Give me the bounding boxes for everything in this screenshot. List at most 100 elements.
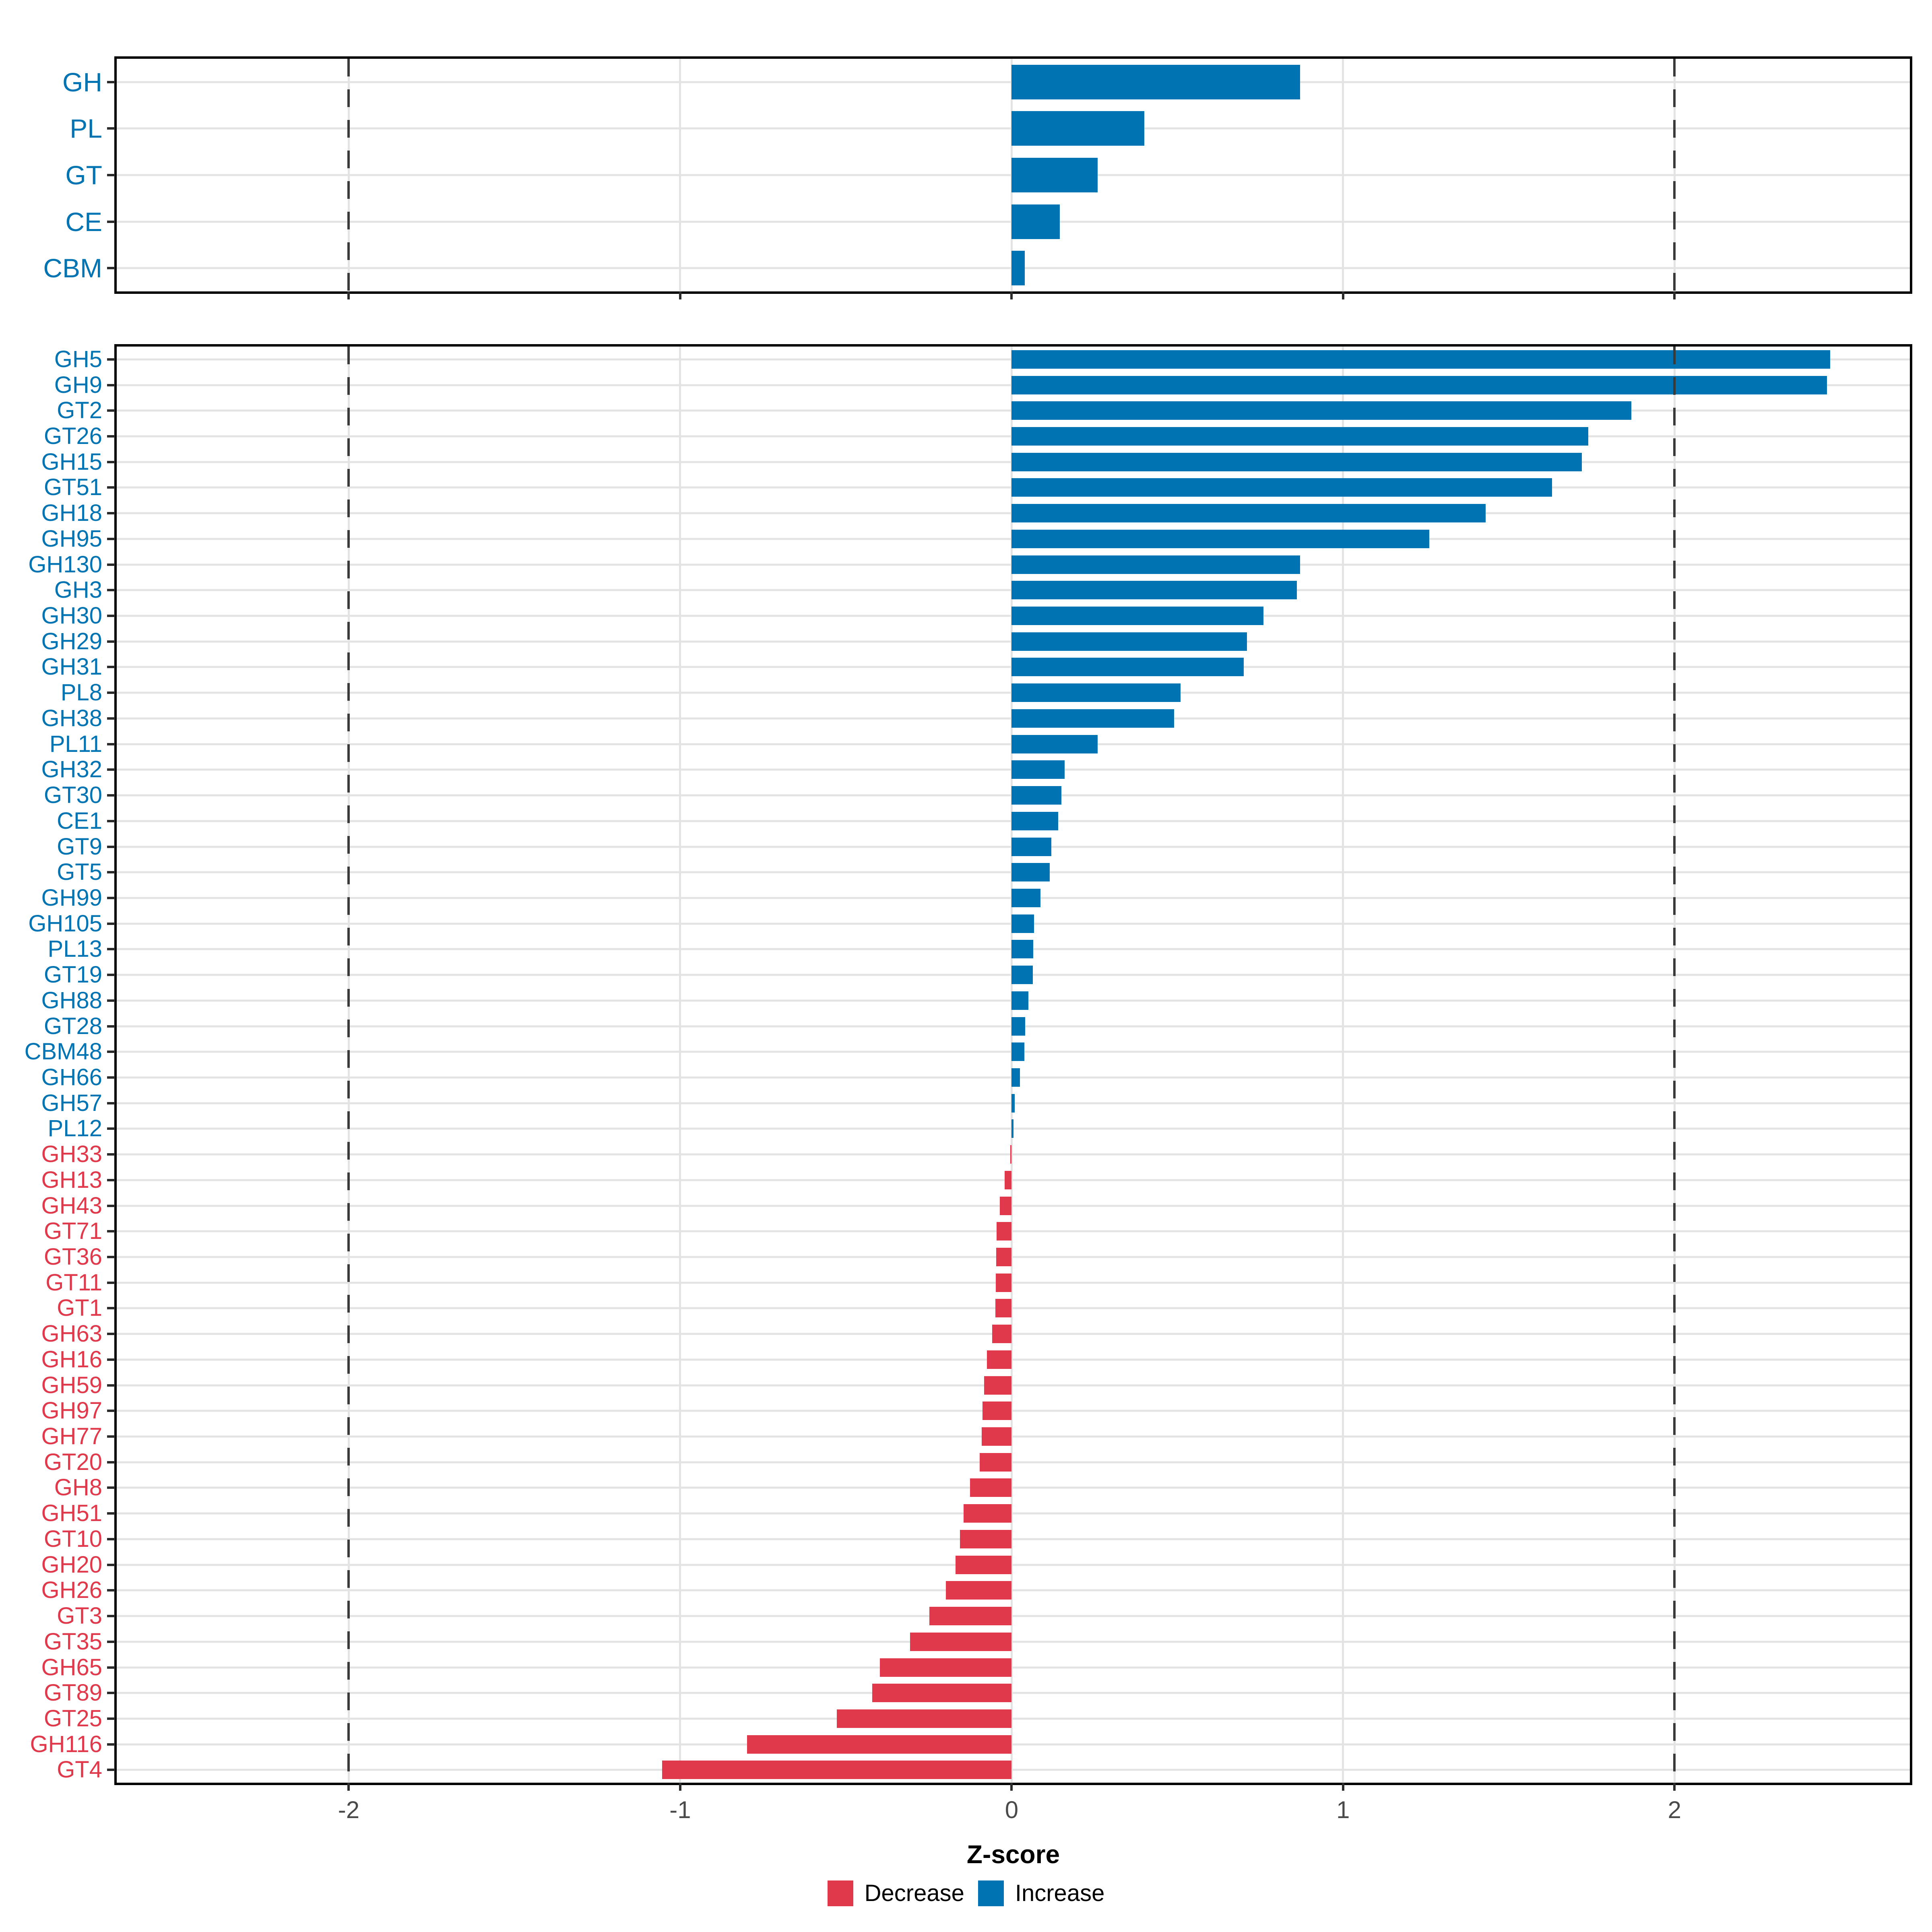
- category-label: CE1: [57, 807, 102, 834]
- bar-row: GT10: [44, 1526, 1910, 1552]
- category-label: GH97: [41, 1397, 102, 1424]
- y-axis-tick: [107, 1692, 115, 1695]
- bar-row: GH88: [41, 988, 1910, 1013]
- category-label: GT2: [57, 397, 102, 424]
- category-label: GH66: [41, 1064, 102, 1090]
- bar-row: GH116: [30, 1732, 1910, 1757]
- legend-label: Increase: [1015, 1880, 1105, 1906]
- bar: [929, 1607, 1012, 1626]
- bar: [1011, 555, 1300, 574]
- y-axis-tick: [107, 1051, 115, 1053]
- category-label: GT9: [57, 833, 102, 860]
- y-axis-tick: [107, 1589, 115, 1592]
- bar-row: GH51: [41, 1501, 1910, 1526]
- y-axis-tick: [107, 460, 115, 463]
- category-label: GH9: [54, 372, 102, 398]
- y-axis-tick: [107, 1461, 115, 1463]
- bar: [995, 1299, 1012, 1318]
- y-axis-tick: [107, 871, 115, 874]
- bar-row: GH: [62, 59, 1910, 105]
- bar-row: GT35: [44, 1629, 1910, 1655]
- category-label: GT4: [57, 1757, 102, 1783]
- legend-item-increase: Increase: [978, 1880, 1104, 1906]
- bar-row: GH26: [41, 1578, 1910, 1604]
- bar: [1011, 1017, 1026, 1036]
- x-axis-tick: [1342, 1783, 1344, 1791]
- category-label: GT36: [43, 1244, 102, 1270]
- bar: [1011, 157, 1098, 192]
- y-axis-tick: [107, 1435, 115, 1438]
- bar-rows: GH5 GH9 GT2 GT26 GH15 GT51 GH18 GH95 GH130 GH3 GH3…: [25, 347, 1910, 1783]
- bar: [1011, 504, 1486, 523]
- y-axis-tick: [107, 358, 115, 361]
- y-axis-tick: [107, 1076, 115, 1079]
- y-axis-tick: [107, 717, 115, 720]
- category-label: GH65: [41, 1654, 102, 1680]
- bar-row: GH8: [54, 1475, 1910, 1501]
- y-axis-tick: [107, 1666, 115, 1669]
- bar-row: PL12: [48, 1116, 1910, 1142]
- y-axis-tick: [107, 1563, 115, 1566]
- bar-row: GT11: [45, 1270, 1910, 1296]
- y-axis-tick: [107, 1486, 115, 1489]
- category-label: GH3: [54, 577, 102, 603]
- category-label: GH130: [28, 551, 102, 578]
- y-axis-tick: [107, 1256, 115, 1259]
- bar-row: GH105: [28, 911, 1910, 937]
- bar-row: CE: [65, 198, 1910, 245]
- bar-row: GH130: [28, 552, 1910, 578]
- legend: Decrease Increase: [0, 1880, 1932, 1906]
- bar: [996, 1248, 1012, 1267]
- y-axis-tick: [107, 974, 115, 976]
- y-axis-tick: [107, 845, 115, 848]
- bar: [1011, 760, 1065, 779]
- bar: [1011, 709, 1174, 728]
- bar-row: GH95: [41, 526, 1910, 552]
- y-axis-tick: [107, 267, 115, 270]
- y-axis-tick: [107, 127, 115, 130]
- bar-row: GH3: [54, 577, 1910, 603]
- bar: [980, 1453, 1012, 1472]
- bar-row: GH18: [41, 500, 1910, 526]
- bar-row: GT19: [44, 962, 1910, 988]
- bar-row: GT1: [57, 1296, 1910, 1321]
- y-axis-tick: [107, 1281, 115, 1284]
- category-label: GH15: [41, 448, 102, 475]
- y-axis-tick: [107, 1717, 115, 1720]
- bar-row: GT3: [57, 1603, 1910, 1629]
- bar: [1011, 786, 1061, 805]
- y-axis-tick: [107, 80, 115, 83]
- bar: [872, 1684, 1012, 1703]
- y-axis-tick: [107, 220, 115, 223]
- x-axis-tick-label: 0: [1005, 1796, 1019, 1823]
- y-axis-tick: [107, 1358, 115, 1361]
- x-axis-title: Z-score: [966, 1840, 1060, 1869]
- y-axis-tick: [107, 1743, 115, 1746]
- dashed-guide-line: [1673, 347, 1676, 1783]
- y-axis-tick: [107, 173, 115, 176]
- bar-row: CBM: [43, 245, 1910, 291]
- bar: [1010, 1145, 1012, 1164]
- category-label: CBM48: [24, 1038, 102, 1065]
- category-label: GT11: [45, 1269, 102, 1296]
- bar: [1011, 204, 1060, 239]
- bar-row: GH30: [41, 603, 1910, 629]
- bar: [963, 1504, 1012, 1523]
- category-label: GH99: [41, 884, 102, 911]
- bar-row: GH32: [41, 757, 1910, 783]
- category-label: GH63: [41, 1321, 102, 1347]
- bar-row: GH38: [41, 706, 1910, 731]
- bar-row: GT: [65, 152, 1910, 198]
- category-label: GT3: [57, 1603, 102, 1629]
- x-axis-tick-label: -2: [338, 1796, 360, 1823]
- y-axis-tick: [107, 1127, 115, 1130]
- x-axis-tick: [679, 291, 681, 299]
- bar-row: GH97: [41, 1398, 1910, 1424]
- top-panel-cazyme-classes: GH PL GT CE CBM: [43, 56, 1912, 299]
- y-axis-tick: [107, 1615, 115, 1618]
- bar-row: GH15: [41, 449, 1910, 475]
- bar: [1011, 478, 1552, 497]
- category-label: GH8: [54, 1474, 102, 1501]
- bar-row: GT4: [57, 1757, 1910, 1783]
- bar-row: GT20: [44, 1449, 1910, 1475]
